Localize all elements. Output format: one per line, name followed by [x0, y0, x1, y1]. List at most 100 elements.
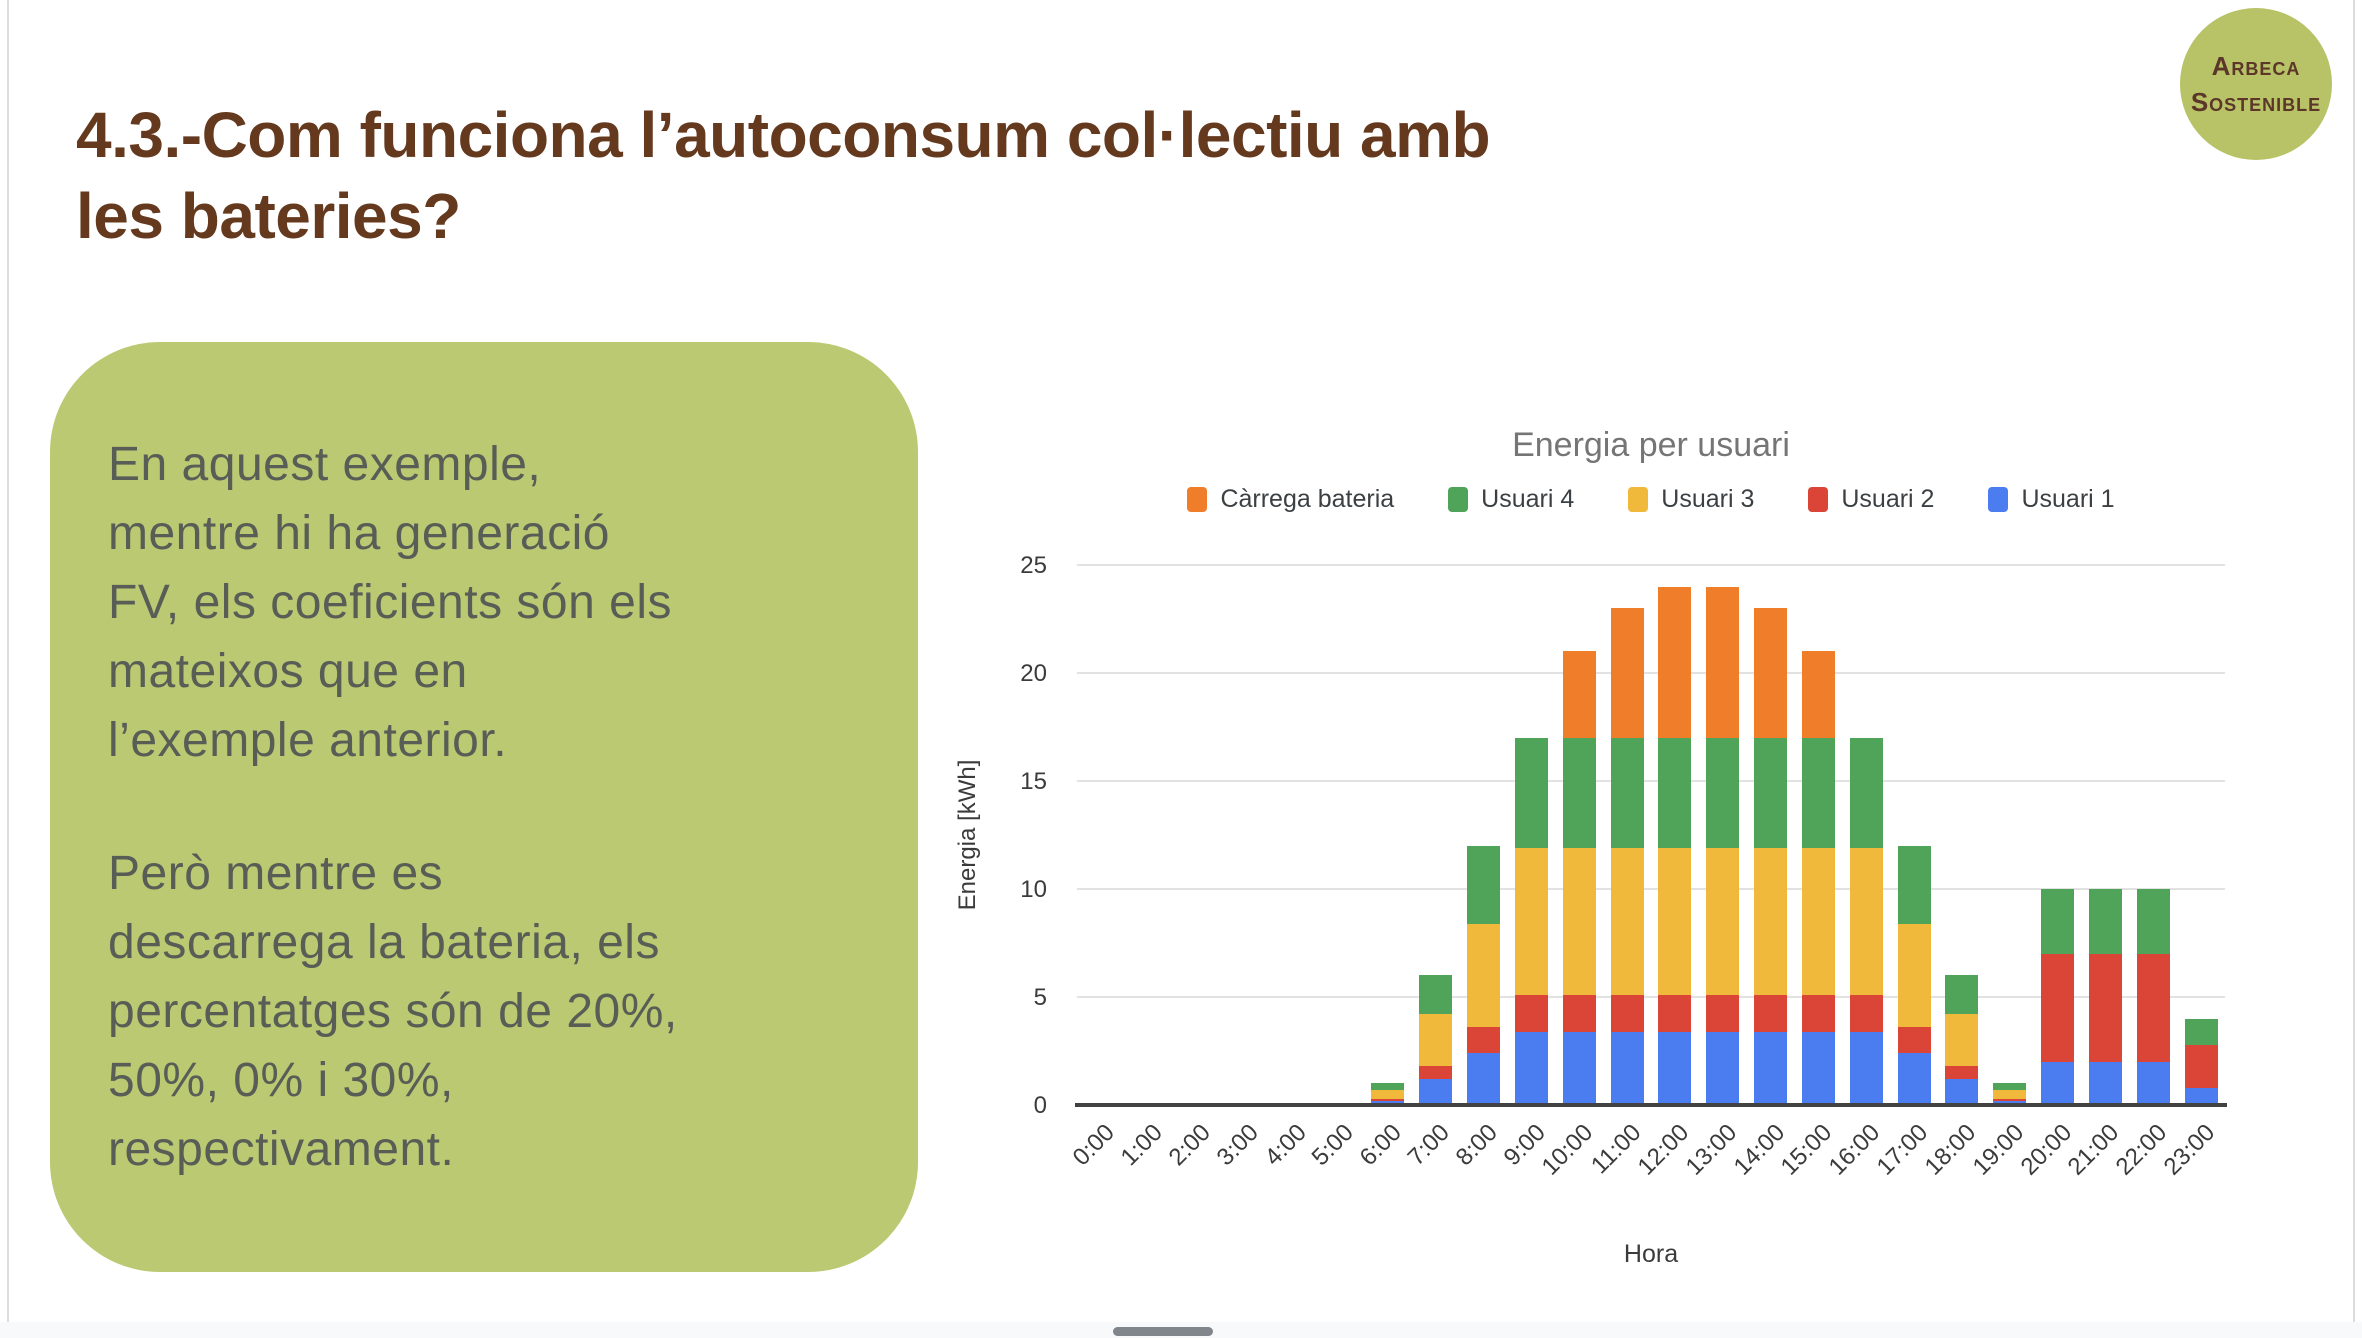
- bar-segment-6:00-Usuari 1: [1371, 1100, 1405, 1105]
- legend-item-Usuari 4: Usuari 4: [1448, 485, 1574, 514]
- bar-segment-6:00-Usuari 4: [1371, 1083, 1405, 1090]
- bar-segment-11:00-Usuari 2: [1610, 994, 1644, 1032]
- slide-left-border: [7, 0, 9, 1322]
- bar-segment-15:00-Usuari 4: [1801, 737, 1835, 848]
- bar-segment-7:00-Usuari 3: [1419, 1014, 1453, 1067]
- note-text-line: percentatges són de 20%,: [108, 985, 678, 1038]
- bar-segment-8:00-Usuari 3: [1467, 923, 1501, 1028]
- gridline-20: [1077, 672, 2225, 674]
- x-tick-label-3:00: 3:00: [1211, 1119, 1264, 1172]
- x-tick-label-18:00: 18:00: [1919, 1119, 1982, 1181]
- x-tick-label-14:00: 14:00: [1728, 1119, 1790, 1181]
- y-tick-label-15: 15: [1020, 768, 1047, 795]
- x-tick-label-8:00: 8:00: [1450, 1119, 1503, 1172]
- bar-segment-14:00-Càrrega bateria: [1754, 608, 1788, 738]
- legend-item-Usuari 2: Usuari 2: [1808, 485, 1934, 514]
- arbeca-sostenible-logo: Arbeca Sostenible: [2180, 8, 2332, 160]
- legend-swatch-icon: [1808, 487, 1829, 512]
- bar-segment-8:00-Usuari 1: [1467, 1053, 1501, 1105]
- x-tick-label-10:00: 10:00: [1536, 1119, 1599, 1181]
- bar-segment-7:00-Usuari 4: [1419, 975, 1453, 1015]
- legend-label: Usuari 4: [1481, 485, 1575, 513]
- bar-segment-15:00-Usuari 1: [1801, 1031, 1835, 1105]
- bar-segment-16:00-Usuari 2: [1849, 994, 1883, 1032]
- bar-segment-19:00-Usuari 3: [1993, 1089, 2027, 1099]
- bar-segment-10:00-Usuari 1: [1562, 1031, 1596, 1105]
- bar-segment-11:00-Usuari 4: [1610, 737, 1644, 848]
- bar-segment-17:00-Usuari 4: [1897, 845, 1931, 924]
- legend-label: Usuari 1: [2021, 485, 2115, 513]
- x-tick-label-17:00: 17:00: [1871, 1119, 1934, 1181]
- note-paragraph-1: En aquest exemple, mentre hi ha generació…: [108, 430, 860, 775]
- y-tick-label-20: 20: [1020, 660, 1047, 687]
- bar-segment-13:00-Usuari 1: [1706, 1031, 1740, 1105]
- bar-segment-15:00-Usuari 2: [1801, 994, 1835, 1032]
- bar-segment-14:00-Usuari 4: [1754, 737, 1788, 848]
- bar-segment-11:00-Usuari 1: [1610, 1031, 1644, 1105]
- x-tick-label-22:00: 22:00: [2110, 1119, 2173, 1181]
- bar-segment-14:00-Usuari 3: [1754, 847, 1788, 995]
- bar-segment-23:00-Usuari 1: [2184, 1087, 2218, 1105]
- slide-right-border: [2353, 0, 2355, 1322]
- bar-segment-11:00-Usuari 3: [1610, 847, 1644, 995]
- bar-segment-16:00-Usuari 3: [1849, 847, 1883, 995]
- bar-segment-15:00-Càrrega bateria: [1801, 651, 1835, 738]
- bar-segment-22:00-Usuari 2: [2136, 953, 2170, 1062]
- bar-segment-21:00-Usuari 4: [2088, 889, 2122, 954]
- legend-label: Usuari 3: [1661, 485, 1755, 513]
- logo-text-line-1: Arbeca: [2211, 51, 2301, 81]
- bar-segment-22:00-Usuari 1: [2136, 1061, 2170, 1105]
- y-tick-label-10: 10: [1020, 876, 1047, 903]
- bar-segment-9:00-Usuari 2: [1514, 994, 1548, 1032]
- bar-segment-21:00-Usuari 1: [2088, 1061, 2122, 1105]
- horizontal-scrollbar-track[interactable]: [0, 1322, 2362, 1338]
- y-tick-label-25: 25: [1020, 552, 1047, 579]
- bar-segment-20:00-Usuari 1: [2041, 1061, 2075, 1105]
- bar-segment-23:00-Usuari 2: [2184, 1044, 2218, 1088]
- bar-segment-10:00-Càrrega bateria: [1562, 651, 1596, 738]
- x-tick-label-0:00: 0:00: [1067, 1119, 1121, 1172]
- x-tick-label-12:00: 12:00: [1632, 1119, 1695, 1181]
- note-text-line: descarrega la bateria, els: [108, 916, 660, 969]
- logo-text-line-2: Sostenible: [2190, 87, 2322, 117]
- bar-segment-19:00-Usuari 1: [1993, 1100, 2027, 1105]
- bar-segment-12:00-Usuari 2: [1658, 994, 1692, 1032]
- x-tick-label-6:00: 6:00: [1354, 1119, 1408, 1172]
- x-tick-label-23:00: 23:00: [2158, 1119, 2221, 1181]
- x-tick-label-20:00: 20:00: [2015, 1119, 2077, 1181]
- legend-label: Usuari 2: [1841, 485, 1935, 513]
- bar-segment-17:00-Usuari 2: [1897, 1027, 1931, 1054]
- scrollbar-thumb[interactable]: [1113, 1327, 1213, 1336]
- bar-segment-18:00-Usuari 1: [1945, 1079, 1979, 1105]
- legend-item-Usuari 3: Usuari 3: [1628, 485, 1754, 514]
- bar-segment-7:00-Usuari 2: [1419, 1066, 1453, 1080]
- bar-segment-18:00-Usuari 3: [1945, 1014, 1979, 1067]
- note-paragraph-2: Però mentre es descarrega la bateria, els…: [108, 839, 860, 1184]
- page-title-line-2: les bateries?: [76, 180, 461, 252]
- bar-segment-12:00-Càrrega bateria: [1658, 586, 1692, 738]
- x-tick-label-7:00: 7:00: [1402, 1119, 1455, 1172]
- bar-segment-16:00-Usuari 1: [1849, 1031, 1883, 1105]
- bar-segment-13:00-Càrrega bateria: [1706, 586, 1740, 738]
- bar-segment-16:00-Usuari 4: [1849, 737, 1883, 848]
- x-tick-label-11:00: 11:00: [1585, 1119, 1647, 1180]
- x-tick-label-2:00: 2:00: [1163, 1119, 1216, 1172]
- x-axis-title: Hora: [1623, 1240, 1679, 1268]
- bar-segment-15:00-Usuari 3: [1801, 847, 1835, 995]
- bar-segment-20:00-Usuari 2: [2041, 953, 2075, 1062]
- x-tick-label-4:00: 4:00: [1259, 1119, 1312, 1172]
- note-text-line: FV, els coeficients són els: [108, 576, 672, 629]
- note-text-line: Però mentre es: [108, 847, 444, 900]
- note-text-line: 50%, 0% i 30%,: [108, 1054, 454, 1107]
- gridline-5: [1077, 996, 2225, 998]
- note-text-line: l’exemple anterior.: [108, 714, 508, 767]
- bar-segment-14:00-Usuari 1: [1754, 1031, 1788, 1105]
- y-tick-label-5: 5: [1033, 984, 1047, 1011]
- gridline-25: [1077, 564, 2225, 566]
- gridline-15: [1077, 780, 2225, 782]
- legend-label: Càrrega bateria: [1220, 485, 1395, 513]
- bar-segment-12:00-Usuari 3: [1658, 847, 1692, 995]
- bar-segment-13:00-Usuari 4: [1706, 737, 1740, 848]
- x-tick-label-21:00: 21:00: [2062, 1119, 2125, 1181]
